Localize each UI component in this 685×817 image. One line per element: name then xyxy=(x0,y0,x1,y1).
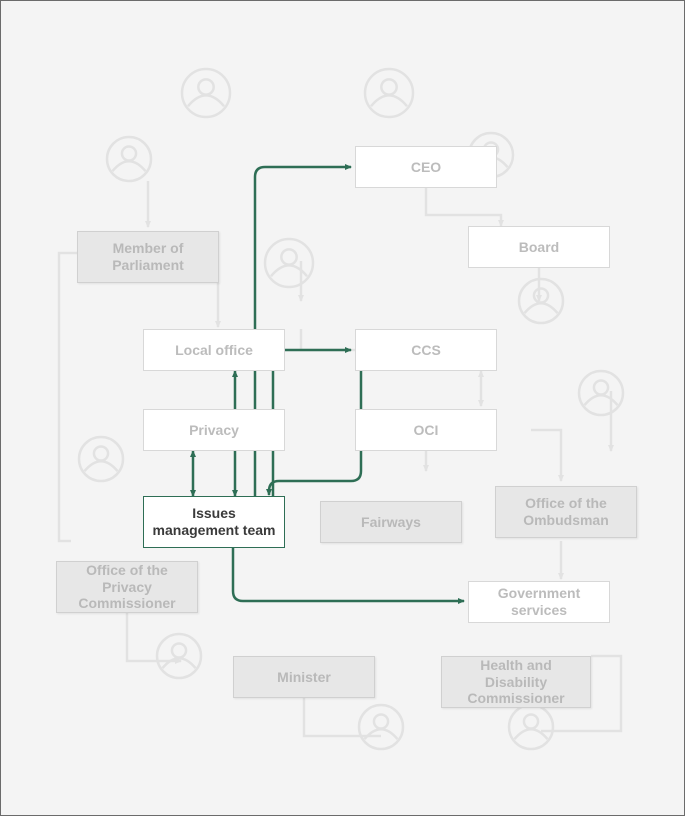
node-oci: OCI xyxy=(355,409,497,451)
node-label: Privacy xyxy=(189,422,239,439)
diagram-canvas: CEO Board Member of Parliament Local office… xyxy=(0,0,685,816)
node-label: Office of the Ombudsman xyxy=(502,495,630,529)
ghost-edge xyxy=(127,613,181,661)
node-label: CCS xyxy=(411,342,441,359)
node-local: Local office xyxy=(143,329,285,371)
person-icon xyxy=(182,69,230,117)
node-label: Board xyxy=(519,239,559,256)
node-label: Member of Parliament xyxy=(84,240,212,274)
node-label: Minister xyxy=(277,669,331,686)
node-ccs: CCS xyxy=(355,329,497,371)
ghost-edge xyxy=(59,253,81,541)
person-icon xyxy=(107,137,151,181)
node-mop: Member of Parliament xyxy=(77,231,219,283)
person-icon xyxy=(579,371,623,415)
person-icon xyxy=(79,437,123,481)
person-icon xyxy=(519,279,563,323)
ghost-edge xyxy=(304,698,381,736)
ghost-edge xyxy=(301,329,355,350)
node-label: Government services xyxy=(475,585,603,619)
node-hdc: Health and Disability Commissioner xyxy=(441,656,591,708)
node-label: Issues management team xyxy=(150,505,278,539)
person-icon xyxy=(265,239,313,287)
node-label: Local office xyxy=(175,342,253,359)
node-opc: Office of the Privacy Commissioner xyxy=(56,561,198,613)
person-icon xyxy=(359,705,403,749)
node-minister: Minister xyxy=(233,656,375,698)
person-icon xyxy=(365,69,413,117)
node-ombudsman: Office of the Ombudsman xyxy=(495,486,637,538)
node-imt: Issues management team xyxy=(143,496,285,548)
node-board: Board xyxy=(468,226,610,268)
node-fairways: Fairways xyxy=(320,501,462,543)
ghost-edge xyxy=(426,188,501,226)
node-label: Fairways xyxy=(361,514,421,531)
node-ceo: CEO xyxy=(355,146,497,188)
node-label: Office of the Privacy Commissioner xyxy=(63,562,191,612)
node-govsvcs: Government services xyxy=(468,581,610,623)
edge-imt-gov xyxy=(233,548,464,601)
node-label: CEO xyxy=(411,159,441,176)
person-icon xyxy=(157,634,201,678)
ghost-edge xyxy=(531,430,561,481)
node-label: OCI xyxy=(414,422,439,439)
person-icon xyxy=(509,705,553,749)
node-label: Health and Disability Commissioner xyxy=(448,657,584,707)
node-privacy: Privacy xyxy=(143,409,285,451)
